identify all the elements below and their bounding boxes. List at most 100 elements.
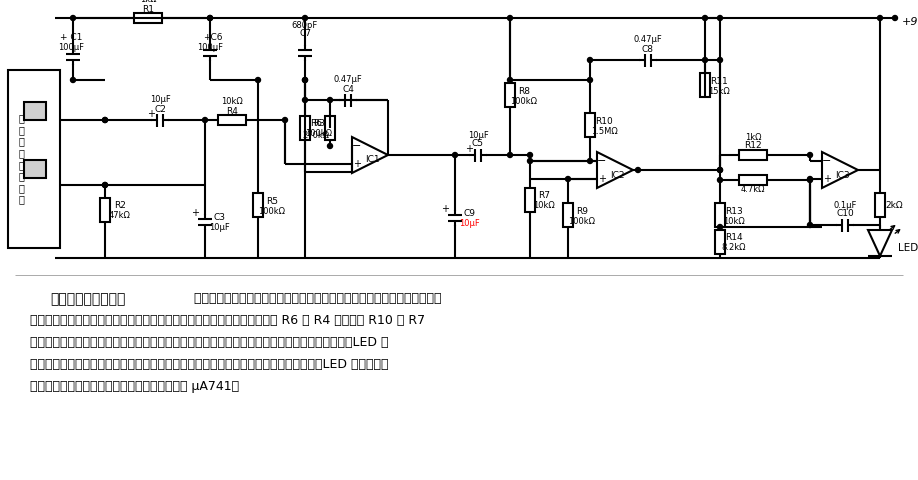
Circle shape — [508, 15, 512, 21]
Bar — [24, 102, 46, 120]
Text: 10μF: 10μF — [459, 219, 479, 228]
Text: 10kΩ: 10kΩ — [221, 97, 243, 107]
Bar — [100, 198, 110, 222]
Bar — [739, 175, 767, 185]
Circle shape — [718, 168, 722, 172]
Circle shape — [528, 153, 532, 157]
Text: R2: R2 — [114, 202, 126, 211]
Text: 若有人走动时，则输出一串脉冲。图中放大器为 μA741。: 若有人走动时，则输出一串脉冲。图中放大器为 μA741。 — [30, 380, 239, 393]
Text: +: + — [353, 159, 361, 169]
Circle shape — [718, 15, 722, 21]
Circle shape — [203, 118, 207, 122]
Text: +9V: +9V — [902, 17, 918, 27]
Text: 0.1μF: 0.1μF — [834, 201, 856, 209]
Circle shape — [892, 15, 898, 21]
Text: +: + — [823, 174, 831, 184]
Bar — [700, 73, 710, 97]
Text: +: + — [441, 204, 449, 214]
Text: 680pF: 680pF — [292, 21, 319, 29]
Bar — [525, 188, 535, 212]
Circle shape — [808, 177, 812, 181]
Circle shape — [635, 168, 641, 172]
Circle shape — [71, 77, 75, 83]
Text: 100kΩ: 100kΩ — [259, 206, 285, 216]
Text: R11: R11 — [711, 76, 728, 85]
Text: 100μF: 100μF — [197, 44, 223, 52]
Bar — [715, 203, 725, 227]
Text: 1.5MΩ: 1.5MΩ — [590, 127, 618, 135]
Text: 15kΩ: 15kΩ — [708, 86, 730, 96]
Text: 号。并耦合至第一、二级放大级进行放大。二级放大器放大倍数分别取决于 R6 与 R4 的比值和 R10 与 R7: 号。并耦合至第一、二级放大级进行放大。二级放大器放大倍数分别取决于 R6 与 R… — [30, 314, 425, 327]
Circle shape — [588, 77, 592, 83]
Circle shape — [303, 77, 308, 83]
Circle shape — [702, 15, 708, 21]
Text: R3: R3 — [313, 120, 325, 129]
Circle shape — [71, 15, 75, 21]
Text: 100kΩ: 100kΩ — [568, 216, 596, 226]
Circle shape — [565, 177, 570, 181]
Text: R13: R13 — [725, 206, 743, 216]
Text: R6: R6 — [310, 120, 322, 129]
Text: 2kΩ: 2kΩ — [885, 201, 902, 209]
Text: +: + — [147, 109, 155, 119]
Circle shape — [718, 58, 722, 62]
Text: 270kΩ: 270kΩ — [302, 131, 330, 140]
Circle shape — [103, 182, 107, 188]
Text: IC1: IC1 — [364, 156, 379, 165]
Text: 亮。当传感器检测到红外线信号时，比较器反相端电压低于同相端电压，输出为高电平，LED 发光报警。: 亮。当传感器检测到红外线信号时，比较器反相端电压低于同相端电压，输出为高电平，L… — [30, 358, 388, 371]
Text: 10kΩ: 10kΩ — [533, 202, 554, 211]
Bar — [300, 116, 310, 140]
Text: R4: R4 — [226, 107, 238, 116]
Circle shape — [878, 15, 882, 21]
Text: +: + — [465, 144, 473, 154]
Text: 10μF: 10μF — [208, 224, 230, 232]
Text: + C1: + C1 — [60, 33, 83, 41]
Text: IC3: IC3 — [834, 170, 849, 180]
Text: 热释电红外报警电路: 热释电红外报警电路 — [50, 292, 126, 306]
Circle shape — [508, 77, 512, 83]
Text: C3: C3 — [213, 214, 225, 223]
Bar — [218, 115, 246, 125]
Circle shape — [103, 118, 107, 122]
Circle shape — [255, 77, 261, 83]
Circle shape — [328, 97, 332, 103]
Circle shape — [453, 153, 457, 157]
Circle shape — [702, 58, 708, 62]
Text: R12: R12 — [744, 142, 762, 151]
Bar — [563, 203, 573, 227]
Circle shape — [508, 153, 512, 157]
Text: −: − — [823, 156, 832, 166]
Text: 100μF: 100μF — [58, 44, 84, 52]
Text: C10: C10 — [836, 209, 854, 218]
Text: R7: R7 — [538, 192, 550, 201]
Text: 1kΩ: 1kΩ — [744, 132, 761, 142]
Circle shape — [103, 118, 107, 122]
Circle shape — [303, 97, 308, 103]
Text: R9: R9 — [576, 206, 588, 216]
Bar — [739, 150, 767, 160]
Text: C8: C8 — [642, 45, 654, 53]
Text: 100kΩ: 100kΩ — [510, 96, 538, 106]
Text: +: + — [191, 208, 199, 218]
Circle shape — [808, 153, 812, 157]
Text: +: + — [598, 174, 606, 184]
Bar — [253, 193, 263, 217]
Text: R8: R8 — [518, 86, 530, 96]
Bar — [8, 70, 60, 248]
Bar — [875, 193, 885, 217]
Circle shape — [588, 158, 592, 164]
Circle shape — [718, 178, 722, 182]
Circle shape — [808, 178, 812, 182]
Text: 10μF: 10μF — [467, 131, 488, 140]
Circle shape — [103, 182, 107, 188]
Circle shape — [718, 168, 722, 172]
Text: −: − — [598, 156, 607, 166]
Text: R1: R1 — [142, 4, 154, 13]
Text: R5: R5 — [266, 196, 278, 205]
Text: R14: R14 — [725, 233, 743, 242]
Text: 的比值。第三级为电压比较器，无红外线信号时，其反相端电压大于同相端电压，输出为低电平，LED 不: 的比值。第三级为电压比较器，无红外线信号时，其反相端电压大于同相端电压，输出为低… — [30, 336, 388, 349]
Text: 1kΩ: 1kΩ — [140, 0, 156, 4]
Text: 热释电红外传感器将接收的人体发射的红外线信号，转换为微弱交流电压信: 热释电红外传感器将接收的人体发射的红外线信号，转换为微弱交流电压信 — [178, 292, 442, 305]
Bar — [24, 160, 46, 178]
Text: 释
热
电
红
外
传
感
器: 释 热 电 红 外 传 感 器 — [18, 113, 24, 204]
